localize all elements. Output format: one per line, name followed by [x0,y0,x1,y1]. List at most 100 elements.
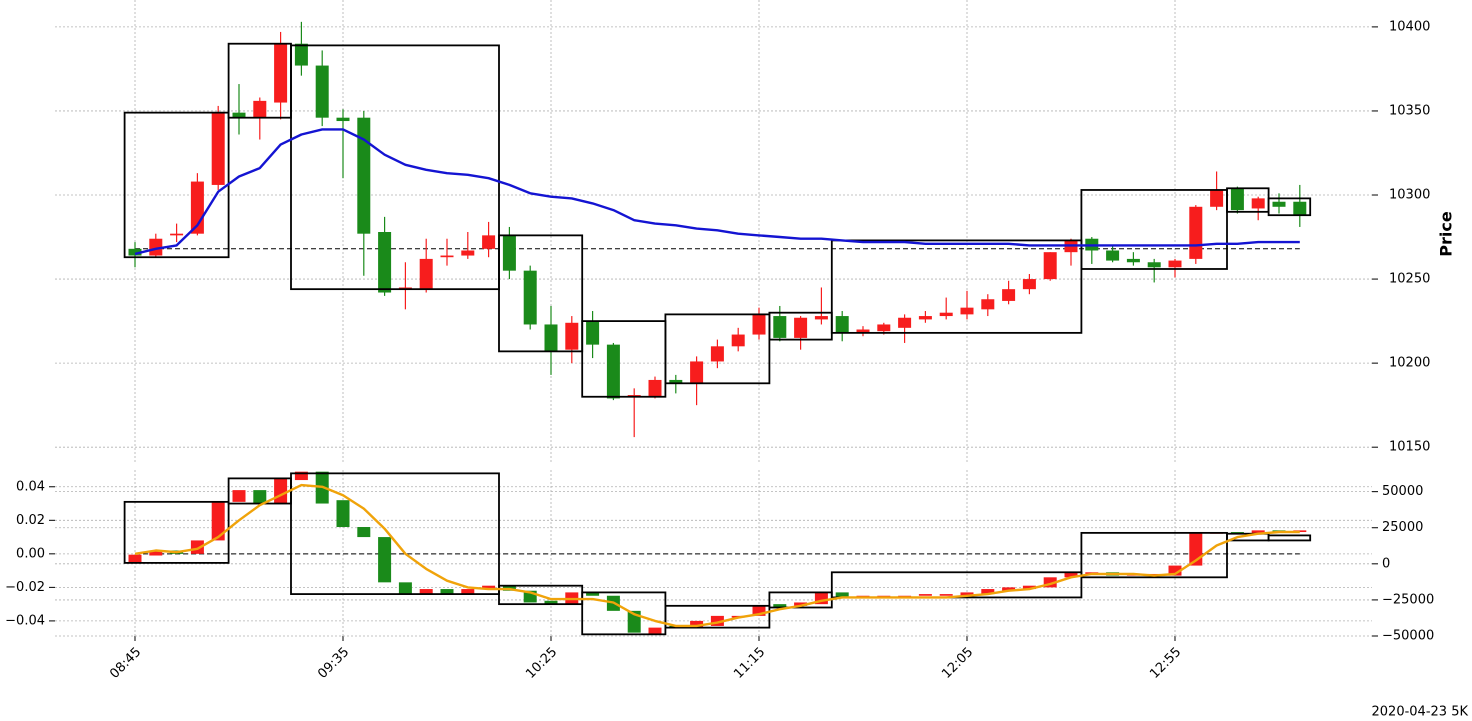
y2-tick-label: −25000 [1382,592,1434,607]
candle-body [690,361,704,384]
candle-body [898,317,912,328]
candle-body [918,316,932,320]
candle-body [128,554,142,563]
y-tick-label: 10250 [1389,272,1430,287]
candle-body [1022,585,1036,590]
candle-body [606,344,620,399]
candle-body [794,602,808,606]
candle-body [274,43,288,103]
candle-body [1189,206,1203,259]
candle-body [773,316,787,338]
candle-body [149,550,163,556]
range-box [830,239,1083,334]
x-tick-label: 12:55 [1147,645,1184,682]
date-label: 2020-04-23 5K [1372,705,1469,720]
y-tick-label: 10300 [1389,188,1430,203]
candle-body [877,324,891,332]
candle-body [1168,260,1182,268]
moving-average-line [134,483,1300,628]
candle-body [336,500,350,528]
x-tick-label: 11:15 [731,645,768,682]
candle-body [440,589,454,595]
candle-body [814,592,828,605]
x-tick-label: 10:25 [523,645,560,682]
candle-body [523,590,537,603]
candle-body [149,238,163,256]
y-tick-label: −0.02 [5,580,45,595]
y-tick-label: 0.02 [16,513,45,528]
candle-body [1168,565,1182,576]
range-box [290,472,500,595]
candle-body [586,592,600,596]
candle-body [1251,530,1265,534]
candle-body [378,232,392,293]
y-tick-label: 10150 [1389,440,1430,455]
candle-body [669,379,683,384]
candle-body [253,490,267,504]
y-tick-label: 0.04 [16,479,45,494]
candle-body [502,235,516,271]
candle-body [544,600,558,605]
range-box [1080,189,1228,270]
candle-body [378,537,392,583]
candle-body [835,316,849,333]
candle-body [294,471,308,481]
candle-body [523,270,537,325]
candle-body [565,322,579,350]
moving-average-line [134,128,1300,256]
candle-body [814,316,828,320]
candle-body [211,112,225,185]
candle-body [482,585,496,590]
candle-body [918,594,932,596]
candle-body [648,379,662,397]
candle-body [1043,577,1057,588]
y2-tick-label: 25000 [1382,520,1423,535]
candle-body [773,604,787,608]
candle-body [1106,250,1120,261]
range-box [1267,534,1312,542]
candle-body [211,501,225,541]
candle-body [1210,189,1224,207]
candle-body [939,312,953,317]
range-box [1267,197,1312,217]
candle-body [253,100,267,118]
candle-body [482,235,496,249]
y2-tick-label: −50000 [1382,629,1434,644]
candle-body [1126,258,1140,263]
candle-body [710,346,724,362]
range-box [123,500,230,564]
x-tick-label: 09:35 [315,645,352,682]
candle-body [461,250,475,256]
candle-body [1002,289,1016,301]
candle-body [128,248,142,256]
candle-body [960,307,974,315]
x-tick-label: 12:05 [939,645,976,682]
y2-tick-label: 0 [1382,556,1390,571]
candle-body [856,329,870,333]
candle-body [232,112,246,118]
candle-body [315,65,329,118]
candle-body [1022,279,1036,290]
y-axis-label: Price [1437,211,1456,257]
range-box [498,234,584,353]
candle-body [794,317,808,338]
candle-body [960,592,974,596]
candle-body [336,117,350,122]
candle-body [232,490,246,502]
candle-body [752,314,766,335]
candle-body [274,478,288,504]
candle-body [398,582,412,595]
range-box [290,44,500,291]
candle-body [419,589,433,595]
candle-body [1293,201,1307,216]
candle-body [835,592,849,598]
candle-body [710,615,724,626]
y-tick-label: 10350 [1389,103,1430,118]
candle-body [1230,188,1244,211]
candle-body [419,258,433,290]
candle-body [170,233,184,236]
range-box [664,604,771,629]
candle-body [981,589,995,595]
candle-body [1272,201,1286,207]
